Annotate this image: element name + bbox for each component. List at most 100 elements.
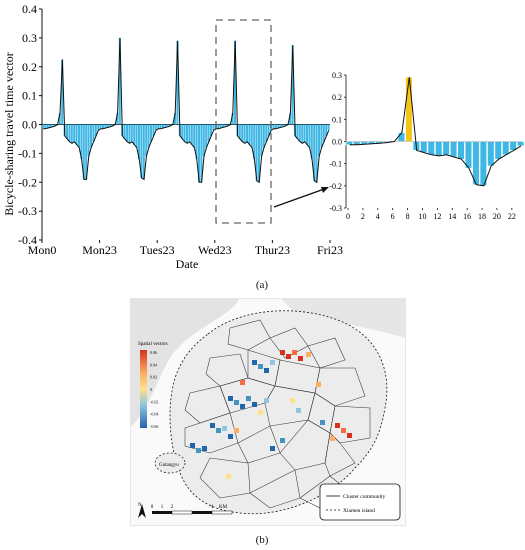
color-ramp xyxy=(140,350,147,428)
bar xyxy=(54,124,56,126)
inset-x-tick-label: 20 xyxy=(493,212,501,221)
bar xyxy=(44,124,47,129)
bar xyxy=(260,124,263,157)
bar xyxy=(224,124,227,127)
bar xyxy=(46,124,49,128)
bar xyxy=(147,124,150,148)
bar xyxy=(164,124,167,128)
inset-x-tick-label: 22 xyxy=(508,212,516,221)
north-arrow: N xyxy=(138,503,146,518)
y-tick-label: 0.3 xyxy=(22,31,37,45)
bar xyxy=(248,124,251,145)
legend-cluster-label: Cluster community xyxy=(343,494,386,500)
inset-bar xyxy=(442,141,450,156)
inset-y-tick-label: 0.1 xyxy=(332,115,342,124)
bar xyxy=(250,124,253,148)
bar xyxy=(279,124,282,128)
bar xyxy=(195,124,198,160)
bar xyxy=(94,124,97,137)
zoom-arrow xyxy=(273,187,328,208)
bar xyxy=(289,112,292,125)
legend-tick-label: -0.06 xyxy=(150,424,158,429)
y-tick-label: 0.0 xyxy=(22,118,37,132)
svg-text:1: 1 xyxy=(161,505,164,510)
y-tick-label: 0.1 xyxy=(22,89,37,103)
inset-x-tick-label: 14 xyxy=(448,212,456,221)
bar xyxy=(296,124,299,139)
y-tick-label: -0.2 xyxy=(18,175,37,189)
bar xyxy=(198,124,200,183)
bar xyxy=(61,59,64,125)
bar xyxy=(241,124,244,142)
bar xyxy=(308,124,311,148)
bar xyxy=(154,124,157,131)
inset-y-tick-label: 0.0 xyxy=(332,138,342,147)
bar xyxy=(222,124,224,128)
bar xyxy=(49,124,52,128)
bar xyxy=(169,124,172,126)
inset-bar xyxy=(405,76,413,142)
x-tick-label: Mon23 xyxy=(82,243,117,257)
bar xyxy=(210,124,212,137)
bar xyxy=(68,124,71,142)
bar xyxy=(58,112,61,125)
bar xyxy=(102,124,104,129)
bar xyxy=(128,124,131,144)
mainland-shape xyxy=(130,298,240,428)
x-axis-label: Date xyxy=(176,257,199,271)
inset-bar xyxy=(502,141,510,156)
gulangyu-label: Gulangyu xyxy=(159,463,179,468)
bar xyxy=(207,124,210,142)
legend-title: Spatial vectors xyxy=(138,342,168,347)
inset-y-tick-label: -0.2 xyxy=(329,182,342,191)
inset-x-tick-label: 10 xyxy=(418,212,426,221)
inset-y-tick-label: 0.2 xyxy=(332,93,342,102)
bar xyxy=(202,124,205,157)
y-tick-label: -0.4 xyxy=(18,233,37,247)
y-tick-label: 0.4 xyxy=(22,2,37,16)
inset-series-line xyxy=(349,77,522,187)
bar xyxy=(284,124,287,126)
legend-tick-label: 0 xyxy=(150,387,152,392)
bar xyxy=(255,124,258,181)
y-tick-label: -0.3 xyxy=(18,204,37,218)
inset-bar xyxy=(494,141,502,160)
bar xyxy=(116,112,119,125)
legend-tick-label: -0.04 xyxy=(150,412,158,417)
bar xyxy=(231,112,234,125)
bar xyxy=(126,124,128,142)
inset-bar xyxy=(487,141,495,167)
bar xyxy=(133,124,136,145)
bar xyxy=(142,124,145,180)
bar xyxy=(325,124,328,137)
bar xyxy=(186,124,188,144)
zoom-selection-box xyxy=(215,19,272,224)
inset-bar xyxy=(516,141,525,147)
inset-x-tick-label: 0 xyxy=(346,212,350,221)
bar xyxy=(193,124,196,148)
main-series-line xyxy=(43,37,330,184)
bar xyxy=(320,124,323,148)
bar xyxy=(246,124,248,142)
bar xyxy=(217,124,220,129)
bar xyxy=(80,124,83,160)
bar xyxy=(157,124,160,129)
inset-bar xyxy=(420,141,428,153)
spatial-vector-map: Spatial vectors 0.06 0.04 0.02 0 -0.02 -0.04 -… xyxy=(129,297,407,527)
bar xyxy=(140,124,143,178)
y-axis-label: Bicycle-sharing travel time vector xyxy=(2,52,16,216)
bar xyxy=(109,124,112,127)
bar xyxy=(82,124,85,180)
bar xyxy=(315,124,318,183)
inset-bar xyxy=(397,132,406,142)
bar xyxy=(190,124,193,145)
bar xyxy=(152,124,155,137)
inset-bar xyxy=(345,141,353,146)
mainland-north-shape xyxy=(280,298,406,338)
bar xyxy=(200,124,203,183)
bar xyxy=(272,124,275,129)
bar xyxy=(138,124,140,160)
bar xyxy=(145,124,148,157)
